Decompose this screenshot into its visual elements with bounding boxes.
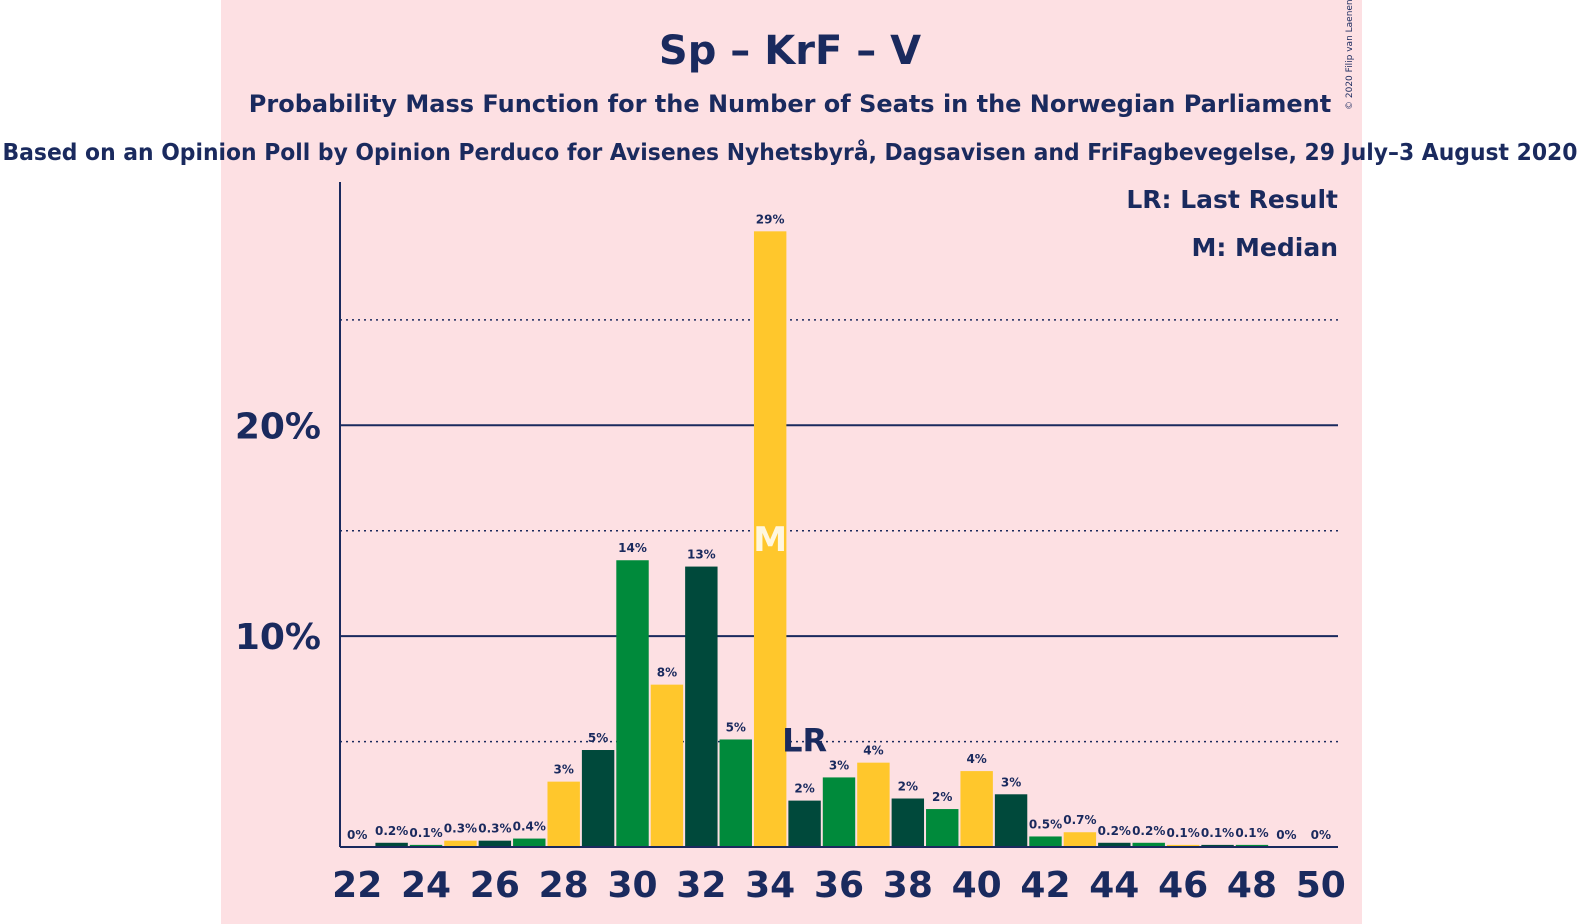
bar-label-seat-26: 0.3% [478,822,511,836]
x-tick-label-28: 28 [539,865,589,906]
bar-seat-28 [547,781,580,847]
bar-seat-48 [1235,844,1269,847]
legend-median: M: Median [1191,233,1338,262]
bar-label-seat-36: 3% [829,758,849,772]
x-tick-label-42: 42 [1020,865,1070,906]
bar-seat-34 [753,231,787,847]
bar-label-seat-31: 8% [657,666,677,680]
bar-seat-45 [1132,842,1165,847]
chart-source: Based on an Opinion Poll by Opinion Perd… [3,139,1578,166]
bar-label-seat-24: 0.1% [409,826,442,840]
bar-seat-25 [444,840,477,847]
bar-label-seat-29: 5% [588,731,608,745]
x-tick-label-24: 24 [401,865,451,906]
bar-label-seat-49: 0% [1276,828,1296,842]
bar-seat-40 [960,771,993,847]
y-tick-label-20: 20% [235,406,321,447]
bar-seat-38 [891,798,925,847]
bar-seat-35 [788,800,821,847]
bar-seat-30 [616,560,649,847]
bar-label-seat-37: 4% [863,744,883,758]
bar-label-seat-41: 3% [1001,775,1021,789]
bar-label-seat-50: 0% [1311,828,1331,842]
chart-title: Sp – KrF – V [659,28,921,74]
bar-label-seat-47: 0.1% [1201,826,1234,840]
bar-label-seat-38: 2% [898,780,918,794]
x-tick-label-44: 44 [1089,865,1139,906]
bar-label-seat-28: 3% [554,763,574,777]
bar-seat-24 [409,844,443,847]
x-tick-label-26: 26 [470,865,520,906]
last-result-marker: LR [782,721,827,759]
bar-seat-33 [719,739,752,847]
bar-seat-31 [650,684,684,847]
copyright-note: © 2020 Filip van Laenen [1345,0,1355,110]
gridlines [340,319,1338,743]
bar-seat-29 [581,750,615,847]
bars [375,231,1269,847]
legend-last-result: LR: Last Result [1126,185,1338,214]
x-tick-label-38: 38 [883,865,933,906]
bar-seat-36 [822,777,856,847]
x-tick-label-32: 32 [676,865,726,906]
bar-label-seat-48: 0.1% [1235,826,1268,840]
markers: M LR [753,520,827,759]
x-tick-label-22: 22 [332,865,382,906]
bar-label-seat-22: 0% [347,828,367,842]
bar-label-seat-32: 13% [687,548,716,562]
x-tick-label-36: 36 [814,865,864,906]
bar-label-seat-46: 0.1% [1166,826,1199,840]
bar-label-seat-35: 2% [794,782,814,796]
bar-seat-26 [478,840,512,847]
bar-label-seat-33: 5% [726,720,746,734]
bar-label-seat-44: 0.2% [1098,824,1131,838]
bar-label-seat-34: 29% [756,212,785,226]
bar-seat-39 [926,809,959,847]
bar-seat-43 [1063,832,1097,847]
bar-seat-44 [1098,842,1131,847]
chart-subtitle: Probability Mass Function for the Number… [249,90,1331,118]
x-tick-label-40: 40 [952,865,1002,906]
bar-label-seat-25: 0.3% [444,822,477,836]
bar-label-seat-23: 0.2% [375,824,408,838]
x-tick-label-46: 46 [1158,865,1208,906]
bar-value-labels: 0% 0.2% 0.1% 0.3% 0.3% 0.4%3%5%14%8%13%5%29%2… [347,212,1331,842]
x-tick-label-34: 34 [745,865,795,906]
bar-seat-23 [375,842,408,847]
chart-background-panel [221,0,1362,924]
bar-seat-47 [1201,844,1234,847]
bar-label-seat-39: 2% [932,790,952,804]
bar-label-seat-45: 0.2% [1132,824,1165,838]
x-tick-label-50: 50 [1296,865,1346,906]
bar-seat-37 [857,762,890,847]
bar-label-seat-40: 4% [966,752,986,766]
bar-seat-41 [994,794,1028,847]
bar-seat-32 [685,566,718,847]
bar-label-seat-30: 14% [618,541,647,555]
x-tick-label-30: 30 [607,865,657,906]
bar-label-seat-27: 0.4% [513,820,546,834]
median-marker: M [753,520,787,560]
axes: 22 24 26 28 30 32 34 36 38 40 42 44 46 48 50 10% 20% [235,182,1346,906]
y-tick-label-10: 10% [235,617,321,658]
bar-seat-46 [1166,844,1200,847]
bar-seat-42 [1029,836,1062,847]
bar-seat-27 [513,838,546,847]
bar-label-seat-43: 0.7% [1063,813,1096,827]
bar-label-seat-42: 0.5% [1029,817,1062,831]
x-tick-label-48: 48 [1227,865,1277,906]
